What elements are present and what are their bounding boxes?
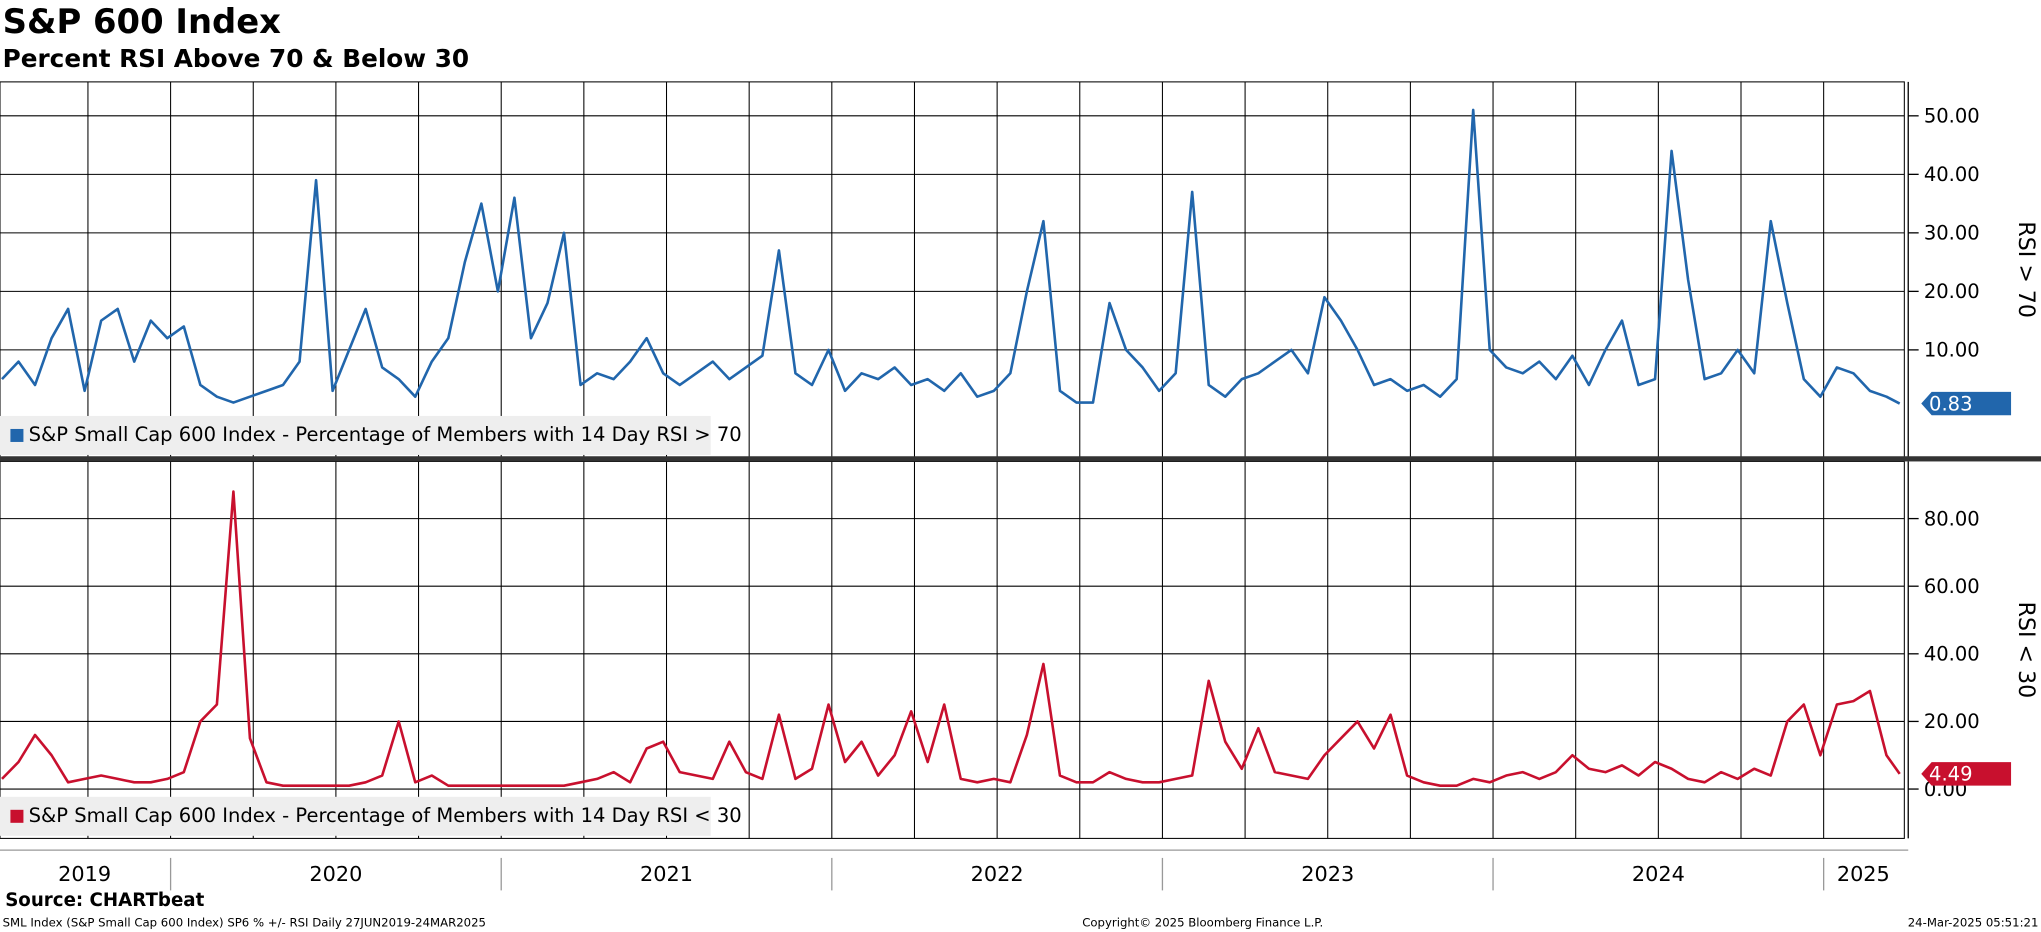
y-tick-label: 80.00 — [1924, 507, 1980, 530]
data-line — [1, 108, 1901, 405]
last-value-label: 4.49 — [1929, 763, 1972, 786]
legend-label: S&P Small Cap 600 Index - Percentage of … — [29, 804, 742, 827]
legend-swatch — [10, 428, 24, 442]
legend-box — [0, 796, 711, 836]
panel-divider — [0, 456, 2041, 462]
legend-swatch — [10, 809, 24, 823]
x-tick-label: 2024 — [1632, 862, 1685, 886]
legend-label: S&P Small Cap 600 Index - Percentage of … — [29, 423, 742, 446]
y-tick-label: 20.00 — [1924, 710, 1980, 733]
chart-title: S&P 600 Index — [3, 2, 282, 41]
y-tick-label: 30.00 — [1924, 222, 1980, 245]
y-tick-label: 40.00 — [1924, 643, 1980, 666]
y-tick-label: 20.00 — [1924, 280, 1980, 303]
footer-description: SML Index (S&P Small Cap 600 Index) SP6 … — [3, 915, 486, 929]
source: Source: CHARTbeat — [5, 890, 204, 911]
x-tick-label: 2023 — [1301, 862, 1354, 886]
y-tick-label: 50.00 — [1924, 105, 1980, 128]
legend-box — [0, 415, 711, 455]
x-tick-label: 2022 — [971, 862, 1024, 886]
chart-subtitle: Percent RSI Above 70 & Below 30 — [3, 44, 470, 73]
x-tick-label: 2025 — [1837, 862, 1890, 886]
copyright: Copyright© 2025 Bloomberg Finance L.P. — [1082, 915, 1323, 929]
y-tick-label: 40.00 — [1924, 163, 1980, 186]
y-tick-label: 10.00 — [1924, 339, 1980, 362]
last-value-label: 0.83 — [1929, 392, 1972, 415]
panel-frame — [0, 460, 1905, 839]
y-axis-title: RSI > 70 — [2013, 221, 2039, 318]
last-value-box — [1921, 762, 2012, 786]
panel-frame — [0, 81, 1905, 459]
last-value-box — [1921, 391, 2012, 416]
y-axis-title: RSI < 30 — [2013, 602, 2039, 699]
x-tick-label: 2020 — [309, 862, 362, 886]
x-tick-label: 2021 — [640, 862, 693, 886]
data-line — [1, 490, 1901, 787]
timestamp: 24-Mar-2025 05:51:21 — [1908, 915, 2039, 929]
x-tick-label: 2019 — [58, 862, 111, 886]
y-tick-label: 60.00 — [1924, 575, 1980, 598]
